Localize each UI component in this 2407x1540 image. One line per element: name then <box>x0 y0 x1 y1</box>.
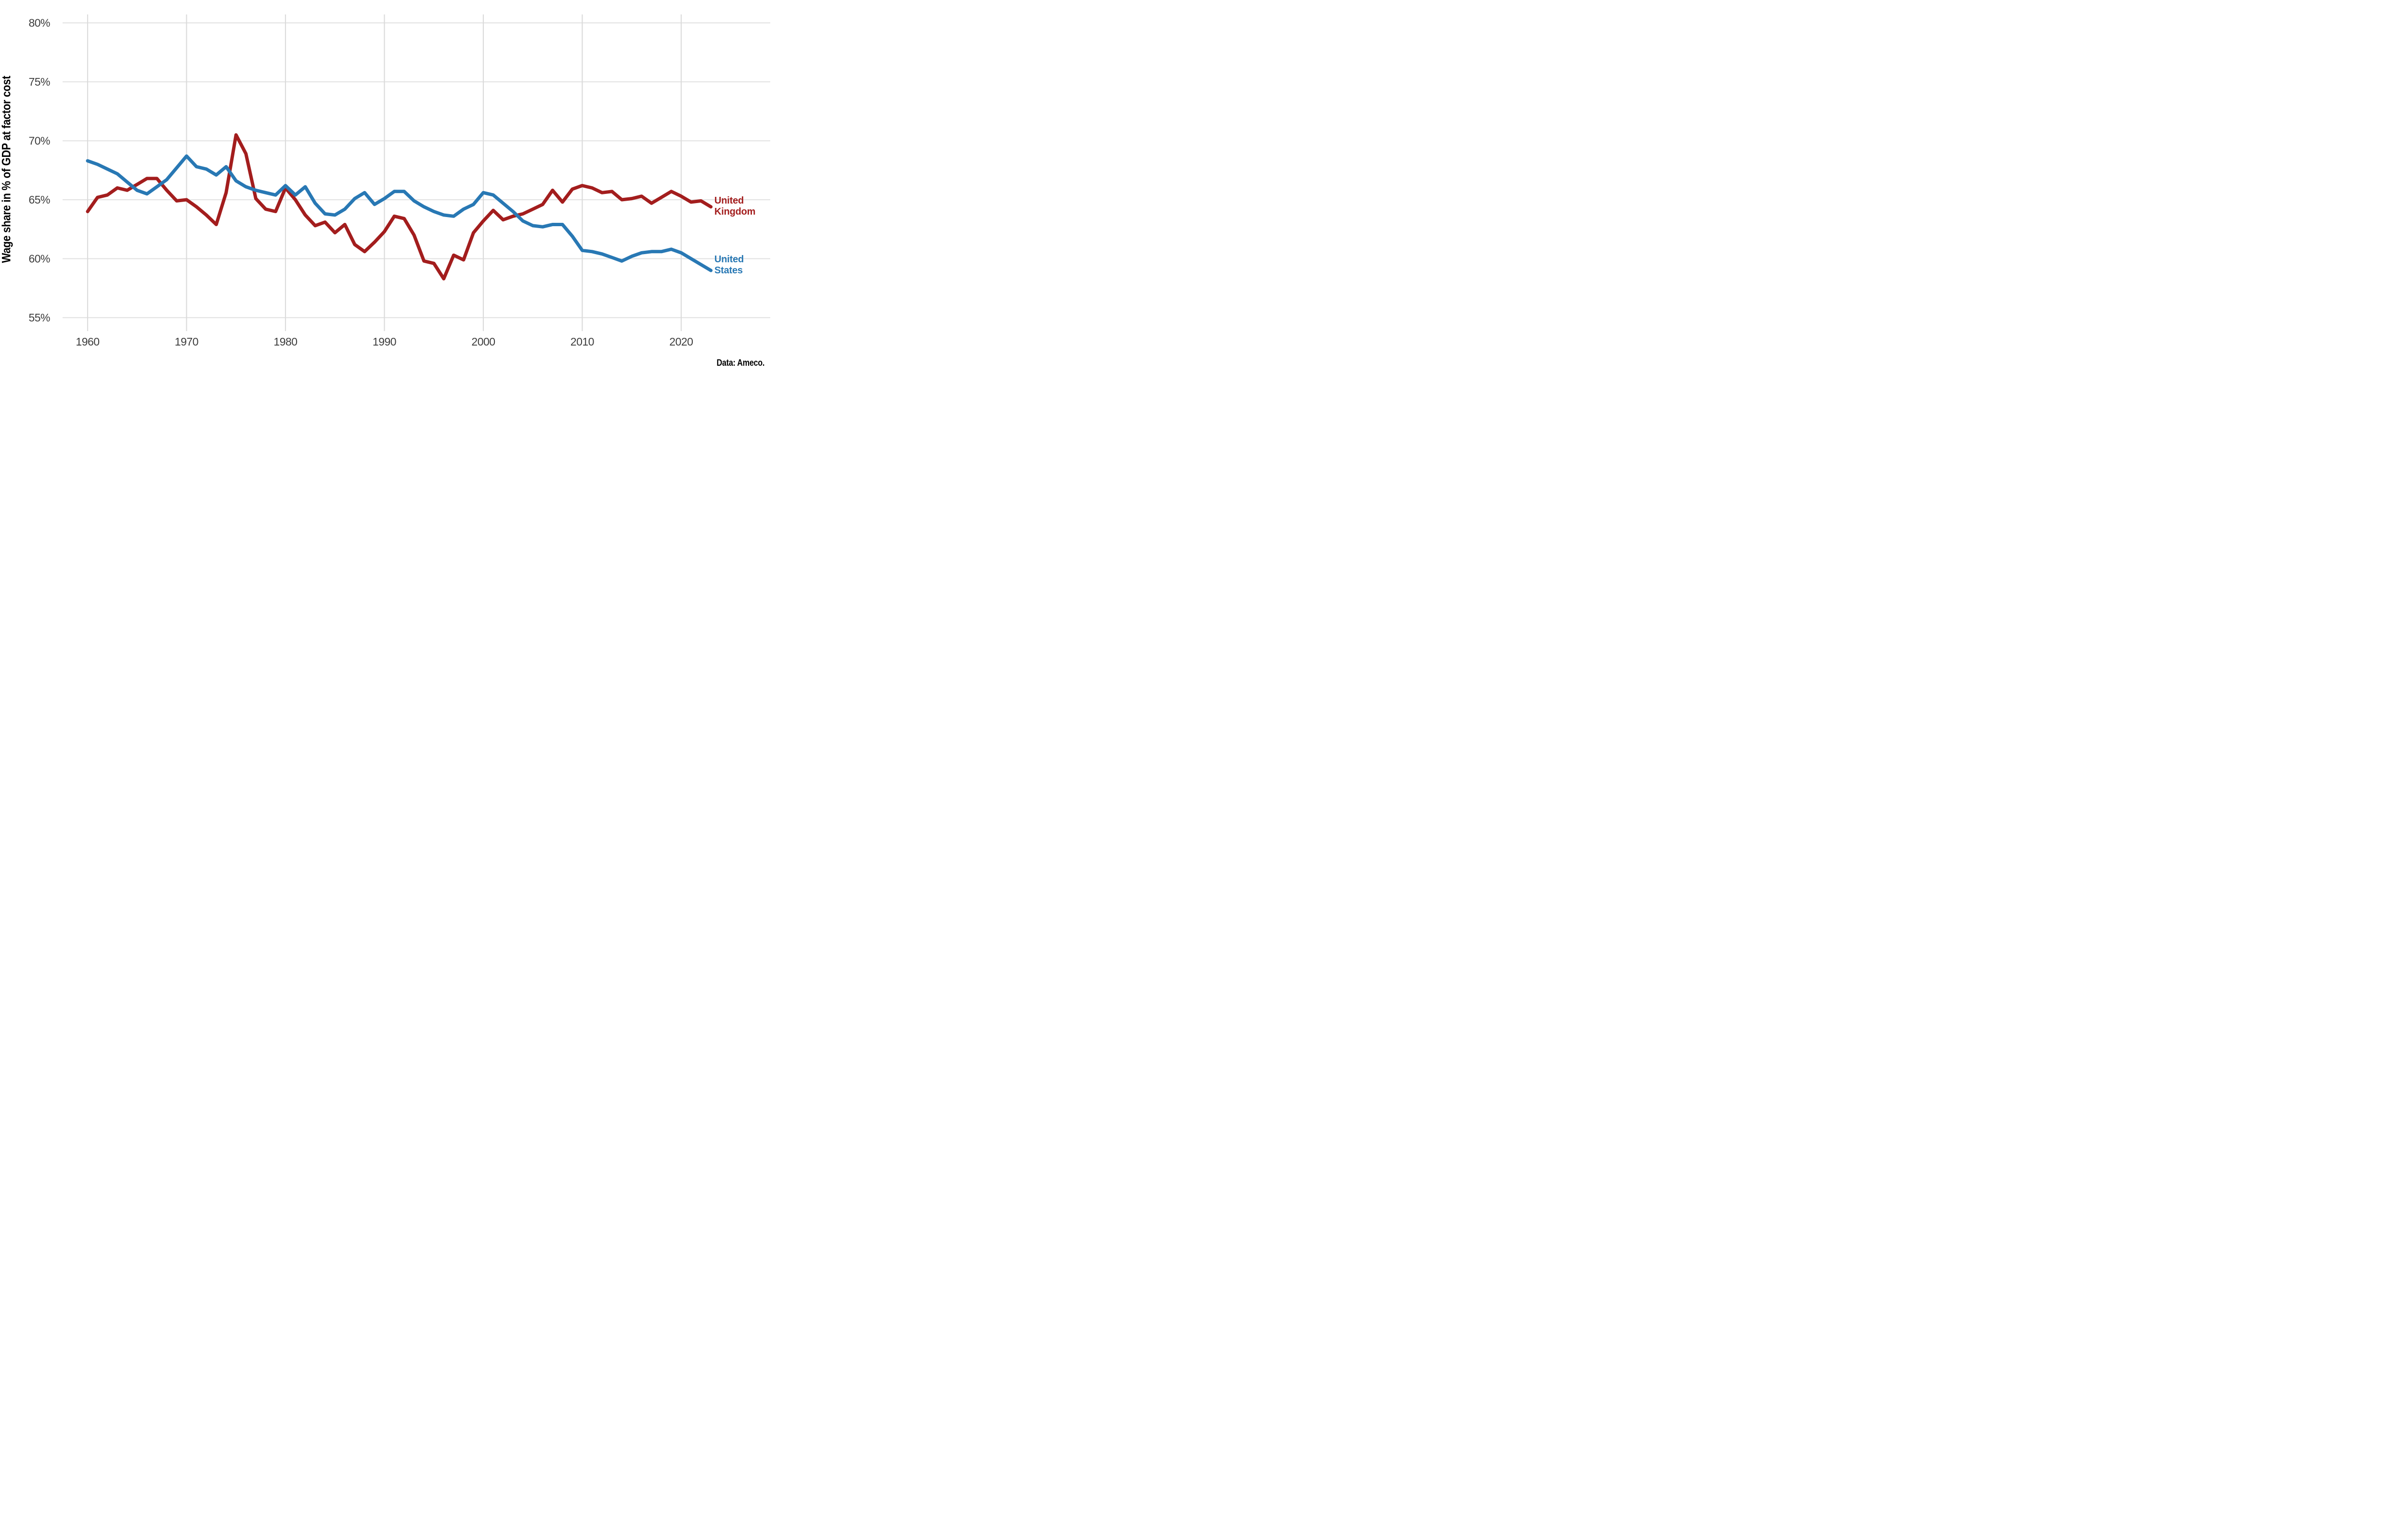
y-tick-55%: 55% <box>28 311 50 324</box>
legend-uk-line1: United <box>714 195 744 206</box>
legend-us-line1: United <box>714 254 744 265</box>
legend-united-states: United States <box>714 254 744 276</box>
line-united-states <box>86 154 713 272</box>
x-tick-1960: 1960 <box>76 335 99 348</box>
line-united-kingdom <box>86 133 713 281</box>
y-tick-60%: 60% <box>28 253 50 265</box>
x-tick-2010: 2010 <box>570 335 594 348</box>
x-tick-1990: 1990 <box>373 335 396 348</box>
y-tick-80%: 80% <box>28 17 50 29</box>
legend-uk-line2: Kingdom <box>714 206 756 217</box>
legend-united-kingdom: United Kingdom <box>714 195 755 217</box>
vertical-gridlines-and-ticks <box>87 14 682 331</box>
x-tick-1970: 1970 <box>175 335 198 348</box>
y-axis-tick-labels: 80% 75% 70% 65% 60% 55% <box>28 17 50 324</box>
source-note: Data: Ameco. <box>716 358 764 368</box>
horizontal-gridlines <box>63 22 770 319</box>
y-tick-65%: 65% <box>28 193 50 206</box>
chart-container: 80% 75% 70% 65% 60% 55% 1960 1970 1980 1990 2000 2… <box>0 0 770 385</box>
legend-us-line2: States <box>714 265 743 276</box>
y-axis-title: Wage share in % of GDP at factor cost <box>0 76 13 263</box>
wage-share-line-chart: 80% 75% 70% 65% 60% 55% 1960 1970 1980 1990 2000 2… <box>28 14 770 348</box>
y-tick-70%: 70% <box>28 135 50 147</box>
x-tick-2000: 2000 <box>471 335 495 348</box>
x-tick-1980: 1980 <box>273 335 297 348</box>
data-series-lines <box>86 133 713 281</box>
x-tick-2020: 2020 <box>669 335 693 348</box>
y-tick-75%: 75% <box>28 76 50 88</box>
x-axis-tick-labels: 1960 1970 1980 1990 2000 2010 2020 <box>76 335 693 348</box>
